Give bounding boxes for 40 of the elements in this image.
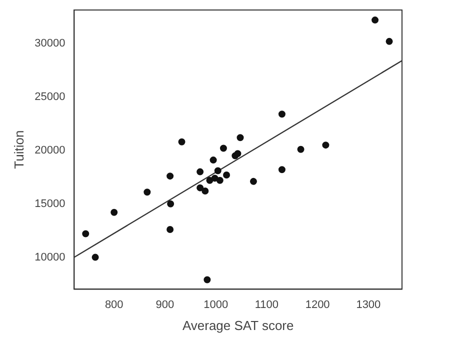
point [204,276,211,284]
point [210,156,217,164]
y-tick-label: 30000 [34,38,66,50]
point [178,138,186,146]
point [250,178,257,185]
x-tick-label: 1300 [356,298,381,311]
y-tick-label: 10000 [34,251,66,264]
point [196,184,204,192]
point [216,176,224,184]
x-tick-label: 1200 [305,298,330,311]
x-tick-label: 800 [104,298,124,311]
y-axis-title: Tuition [11,130,26,169]
point [372,16,379,24]
point [110,208,118,216]
point [166,226,174,234]
point [278,166,286,174]
point [166,172,174,180]
point [220,144,227,152]
point [278,110,286,118]
point [206,176,214,184]
point [234,150,242,158]
x-tick-label: 1100 [254,298,279,311]
y-tick-label: 15000 [34,198,66,210]
point [144,188,151,196]
point [297,146,304,153]
x-tick-label: 900 [156,298,174,311]
point [196,168,204,176]
y-tick-label: 20000 [34,144,66,156]
point [223,172,230,178]
point [92,254,99,261]
y-tick-label: 25000 [34,91,66,104]
point [322,142,330,149]
point [167,200,174,208]
point [82,230,90,238]
x-tick-label: 1000 [204,298,228,311]
point [386,38,393,45]
point [214,167,222,174]
point [236,134,244,142]
point [202,188,209,195]
x-axis-title: Average SAT score [182,318,294,333]
